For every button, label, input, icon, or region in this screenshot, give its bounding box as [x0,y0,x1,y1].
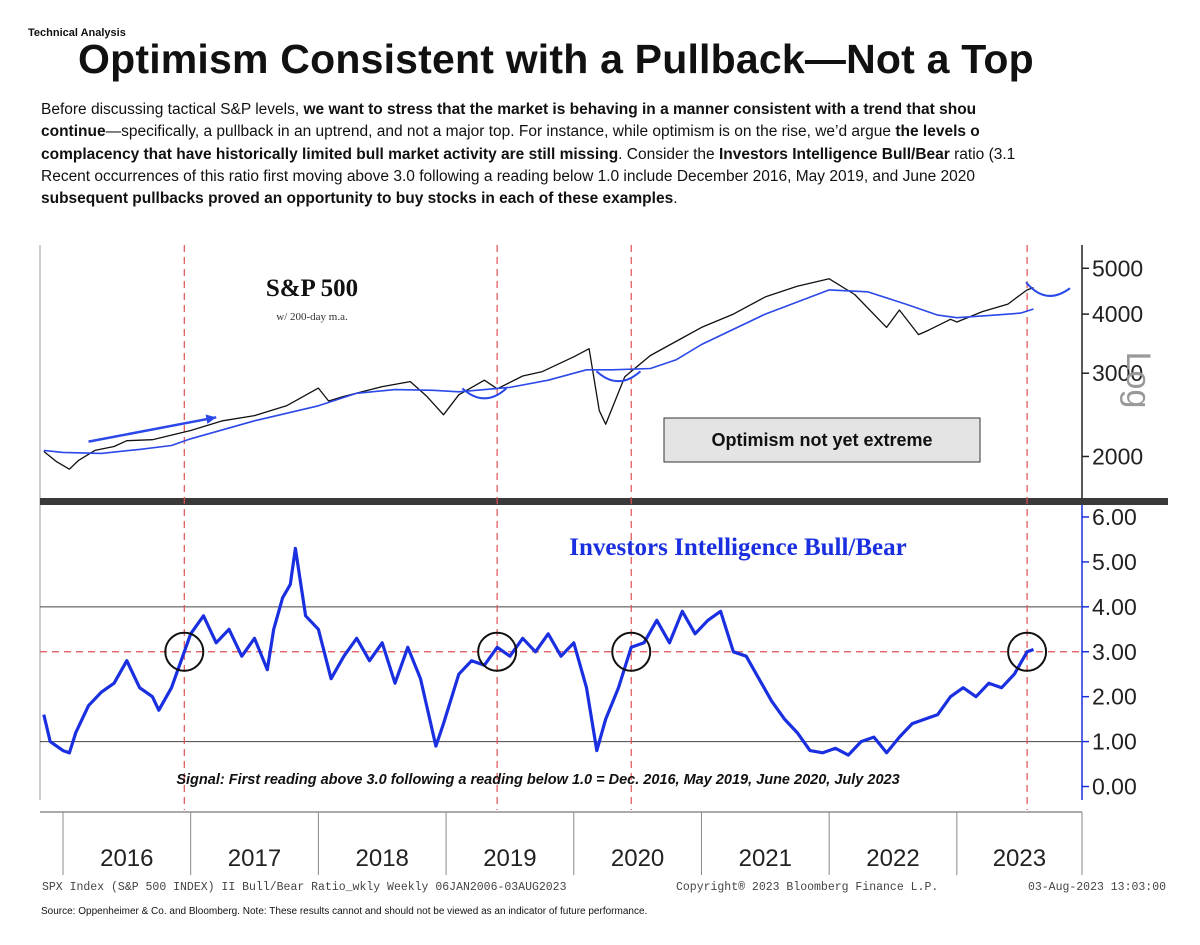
section-kicker: Technical Analysis [28,27,126,39]
year-label: 2023 [993,845,1046,872]
ratio-tick-label: 4.00 [1092,594,1137,620]
intro-line: subsequent pullbacks proved an opportuni… [41,188,1200,210]
ratio-tick-label: 2.00 [1092,684,1137,710]
ratio-tick-label: 3.00 [1092,639,1137,665]
year-label: 2017 [228,845,281,872]
intro-line: continue—specifically, a pullback in an … [41,121,1200,143]
intro-text: Recent occurrences of this ratio first m… [41,167,975,185]
intro-emphasis: continue [41,123,106,141]
year-label: 2021 [739,845,792,872]
log-axis-label: Log [1119,352,1157,409]
ratio-tick-label: 6.00 [1092,504,1137,530]
ratio-title: Investors Intelligence Bull/Bear [569,534,906,561]
signal-note: Signal: First reading above 3.0 followin… [176,772,899,788]
year-label: 2020 [611,845,664,872]
intro-text: . Consider the [618,145,719,163]
ratio-tick-label: 1.00 [1092,729,1137,755]
intro-line: complacency that have historically limit… [41,144,1200,166]
intro-emphasis: subsequent pullbacks proved an opportuni… [41,190,674,208]
pullback-callout [461,387,508,400]
sp500-subtitle: w/ 200-day m.a. [276,311,348,323]
signal-circle [1007,631,1048,672]
sp500-title: S&P 500 [266,275,358,302]
price-tick-label: 4000 [1092,301,1143,327]
intro-text: Before discussing tactical S&P levels, [41,101,304,118]
year-label: 2019 [483,845,536,872]
intro-emphasis: complacency that have historically limit… [41,145,619,163]
pullback-callout [595,370,642,383]
price-tick-label: 5000 [1092,255,1143,281]
price-tick-label: 2000 [1092,443,1143,469]
sp500-200dma-line [43,289,1034,455]
projected-path-callout [1025,281,1071,297]
ratio-tick-label: 5.00 [1092,549,1137,575]
year-label: 2018 [356,845,409,872]
trend-arrow-shaft [88,416,217,443]
year-label: 2022 [866,845,919,872]
intro-text: ratio (3.1 [949,145,1016,163]
intro-text: . [673,190,678,208]
intro-emphasis: we want to stress that the market is beh… [303,101,977,118]
source-note: Source: Oppenheimer & Co. and Bloomberg.… [41,906,648,917]
signal-circle [164,631,205,672]
intro-paragraph: Before discussing tactical S&P levels, w… [41,99,1200,210]
annotation-box [663,417,981,463]
year-label: 2016 [100,845,153,872]
intro-emphasis: the levels o [895,123,980,141]
trend-arrow-head [205,414,217,424]
footer-index-info: SPX Index (S&P 500 INDEX) II Bull/Bear R… [42,881,567,894]
signal-circle [477,631,518,672]
bull-bear-ratio-line [42,546,1035,757]
intro-text: —specifically, a pullback in an uptrend,… [105,123,896,141]
signal-circle [611,631,652,672]
ratio-tick-label: 0.00 [1092,774,1137,800]
page-title: Optimism Consistent with a Pullback—Not … [78,36,1034,82]
footer-timestamp: 03-Aug-2023 13:03:00 [1028,881,1166,894]
intro-line: Before discussing tactical S&P levels, w… [41,99,1200,121]
annotation-text: Optimism not yet extreme [711,430,932,450]
footer-copyright: Copyright® 2023 Bloomberg Finance L.P. [676,881,938,894]
intro-line: Recent occurrences of this ratio first m… [41,166,1200,188]
intro-emphasis: Investors Intelligence Bull/Bear [718,145,950,163]
panel-divider [40,498,1168,505]
price-tick-label: 3000 [1092,360,1143,386]
sp500-price-line [43,278,1034,470]
